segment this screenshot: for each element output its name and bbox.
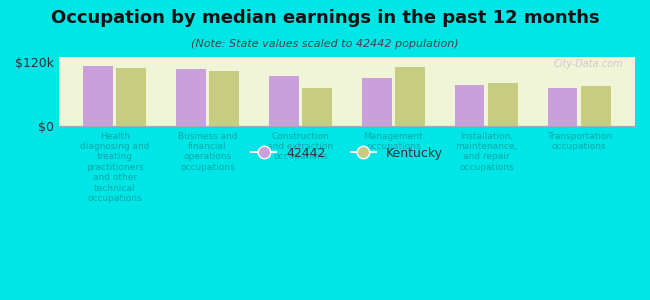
Bar xyxy=(395,67,425,126)
Bar xyxy=(209,71,239,126)
Text: (Note: State values scaled to 42442 population): (Note: State values scaled to 42442 popu… xyxy=(191,39,459,49)
Bar xyxy=(581,86,611,126)
Bar xyxy=(269,76,298,126)
Text: Occupation by median earnings in the past 12 months: Occupation by median earnings in the pas… xyxy=(51,9,599,27)
Bar xyxy=(455,85,484,126)
Text: City-Data.com: City-Data.com xyxy=(554,59,623,69)
Bar xyxy=(362,78,391,126)
Bar xyxy=(548,88,577,126)
Bar xyxy=(116,68,146,126)
Bar xyxy=(488,82,518,126)
Bar xyxy=(176,69,205,126)
Bar xyxy=(83,65,112,126)
Bar xyxy=(302,88,332,126)
Legend: 42442, Kentucky: 42442, Kentucky xyxy=(246,142,448,165)
